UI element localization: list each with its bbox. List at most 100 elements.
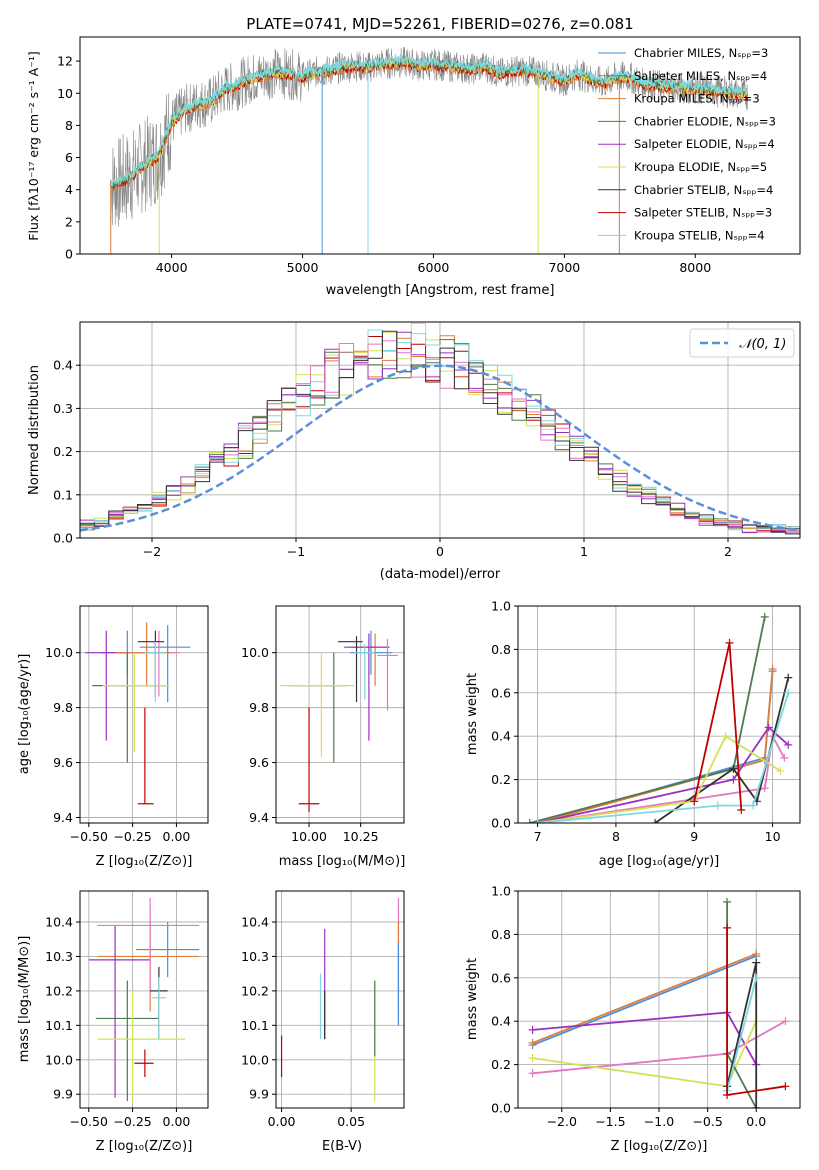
y-tick-label: 10.1 <box>45 1018 73 1033</box>
weight-line <box>532 955 757 1046</box>
spectrum-ticks: 4000 5000 6000 7000 8000 0 2 4 6 8 10 12 <box>57 54 711 275</box>
weight-line <box>532 953 757 1044</box>
weight-marker <box>768 664 777 673</box>
legend-label: Chabrier MILES, Nₛₚₚ=3 <box>634 46 768 60</box>
y-tick-label: 1.0 <box>491 884 511 899</box>
x-tick-label: −1.5 <box>595 1114 625 1129</box>
x-tick-label: 0.00 <box>163 1114 191 1129</box>
y-tick-label: 0.2 <box>491 772 511 787</box>
y-tick-label: 9.8 <box>53 700 73 715</box>
weight-marker <box>713 801 722 810</box>
y-tick-label: 0.4 <box>491 729 511 744</box>
y-tick-label: 9.4 <box>249 810 269 825</box>
spectrum-model-line <box>110 53 749 187</box>
weight-marker <box>760 612 769 621</box>
y-tick-label: 10.3 <box>45 949 73 964</box>
y-tick-label: 0.0 <box>491 1101 511 1116</box>
residual-ylabel: Normed distribution <box>27 365 42 495</box>
weight-marker <box>729 764 738 773</box>
weight-vs-age-panel: 7 8 9 10 0.0 0.2 0.4 0.6 0.8 1.0 age [log₁₀(age/y… <box>465 599 801 869</box>
x-tick-label: 5000 <box>287 260 319 275</box>
y-tick-label: 9.6 <box>249 755 269 770</box>
mass-vs-ebv-xlabel: E(B-V) <box>322 1139 362 1154</box>
panel-frame <box>275 890 405 1109</box>
y-tick-label: 0.8 <box>491 642 511 657</box>
weight-vs-age-xlabel: age [log₁₀(age/yr)] <box>599 854 720 869</box>
residual-ticks: −2 −1 0 1 2 0.0 0.1 0.2 0.3 0.4 <box>53 358 732 559</box>
plot-area <box>525 612 793 823</box>
residual-histograms <box>80 323 800 535</box>
panel-frame <box>79 890 209 1109</box>
mass-vs-metallicity-plot: −0.50 −0.25 0.00 9.9 10.0 10.1 10.2 10.3 10.4 <box>45 890 209 1129</box>
weight-marker <box>784 740 793 749</box>
weight-vs-age-ylabel: mass weight <box>465 673 480 755</box>
weight-marker <box>752 1104 761 1108</box>
y-tick-label: 9.8 <box>249 700 269 715</box>
x-tick-label: −2 <box>143 544 161 559</box>
weight-line <box>537 733 786 823</box>
y-tick-label: 0.4 <box>491 1014 511 1029</box>
y-tick-label: 0.6 <box>491 970 511 985</box>
x-tick-label: 8000 <box>679 260 711 275</box>
x-tick-label: 6000 <box>418 260 450 275</box>
plot-area <box>280 897 400 1102</box>
mass-vs-ebv-plot: 0.00 0.05 9.9 10.0 10.1 10.2 10.3 10.4 <box>241 890 405 1129</box>
gaussian-curve <box>79 364 801 532</box>
y-tick-label: 9.9 <box>53 1087 73 1102</box>
weight-marker <box>528 1038 537 1047</box>
x-tick-label: 0.00 <box>163 829 191 844</box>
age-vs-metallicity-ylabel: age [log₁₀(age/yr)] <box>17 654 32 775</box>
weight-marker <box>725 638 734 647</box>
mass-vs-metallicity-ylabel: mass [log₁₀(M/M⊙)] <box>17 936 32 1063</box>
weight-marker <box>780 753 789 762</box>
residual-xlabel: (data-model)/error <box>380 567 501 582</box>
y-tick-label: 10.4 <box>45 915 73 930</box>
spectrum-model-line <box>110 57 749 189</box>
legend-label: Salpeter ELODIE, Nₛₚₚ=4 <box>634 137 775 151</box>
legend-label: Kroupa STELIB, Nₛₚₚ=4 <box>634 228 765 242</box>
y-tick-label: 0.0 <box>491 816 511 831</box>
panel-frame <box>517 605 801 824</box>
x-tick-label: −2.0 <box>547 1114 577 1129</box>
legend-label: Salpeter MILES, Nₛₚₚ=4 <box>634 69 767 83</box>
x-tick-label: 0.0 <box>746 1114 766 1129</box>
y-tick-label: 0.2 <box>53 444 73 459</box>
x-tick-label: −0.5 <box>692 1114 722 1129</box>
x-tick-label: −1 <box>287 544 305 559</box>
y-tick-label: 10.2 <box>45 983 73 998</box>
y-tick-label: 0.1 <box>53 487 73 502</box>
y-tick-label: 0.3 <box>53 401 73 416</box>
plot-area <box>528 897 790 1108</box>
x-tick-label: −1.0 <box>644 1114 674 1129</box>
y-tick-label: 0.8 <box>491 927 511 942</box>
weight-marker <box>729 775 738 784</box>
legend-label: Chabrier ELODIE, Nₛₚₚ=3 <box>634 114 776 128</box>
age-vs-metallicity-plot: −0.50 −0.25 0.00 9.4 9.6 9.8 10.0 <box>45 605 209 844</box>
weight-line <box>537 692 790 823</box>
plot-area <box>85 622 191 805</box>
weight-vs-metallicity-ylabel: mass weight <box>465 958 480 1040</box>
weight-marker <box>749 801 757 810</box>
y-tick-label: 10.0 <box>241 1052 269 1067</box>
y-tick-label: 8 <box>65 118 73 133</box>
x-tick-label: 0.05 <box>337 1114 365 1129</box>
weight-marker <box>528 1025 537 1034</box>
y-tick-label: 0.4 <box>53 358 73 373</box>
weight-marker <box>723 1090 732 1099</box>
weight-marker <box>737 805 746 814</box>
spectrum-legend: Chabrier MILES, Nₛₚₚ=3 Salpeter MILES, Nₛ… <box>598 46 776 242</box>
weight-marker <box>781 1017 790 1026</box>
weight-line <box>537 726 789 823</box>
x-tick-label: 7000 <box>548 260 580 275</box>
y-tick-label: 10.3 <box>241 949 269 964</box>
y-tick-label: 12 <box>57 54 73 69</box>
y-tick-label: 0.6 <box>491 685 511 700</box>
y-tick-label: 10.0 <box>45 1052 73 1067</box>
weight-marker <box>752 958 761 967</box>
x-tick-label: −0.50 <box>70 829 108 844</box>
x-tick-label: 0.00 <box>268 1114 296 1129</box>
residual-legend-box <box>689 328 795 358</box>
y-tick-label: 10.0 <box>45 645 73 660</box>
y-tick-label: 0 <box>65 247 73 262</box>
age-vs-mass-xlabel: mass [log₁₀(M/M⊙)] <box>279 854 406 869</box>
